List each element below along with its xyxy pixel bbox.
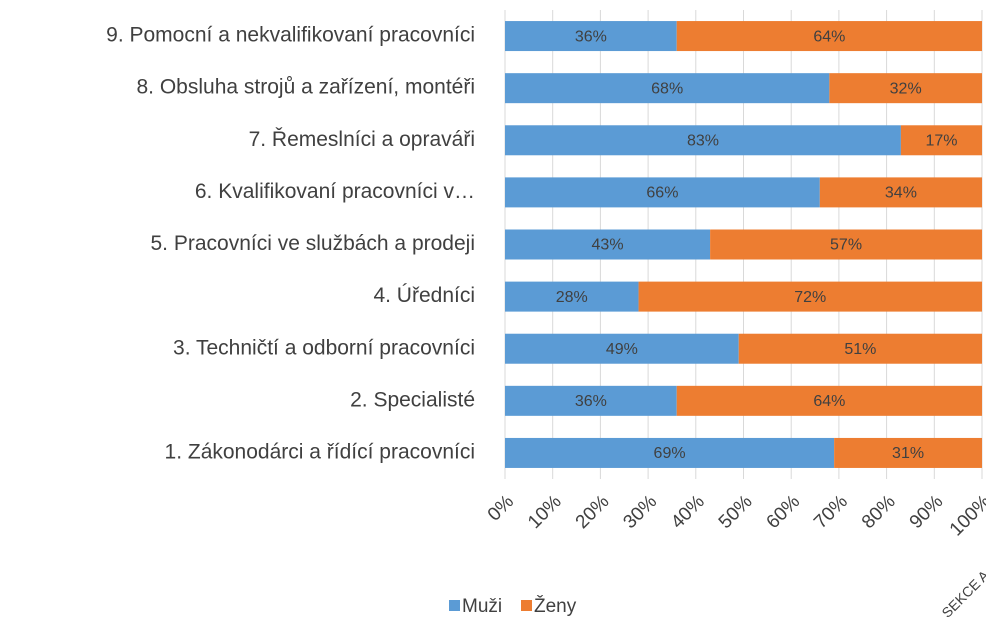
data-label: 72% xyxy=(794,289,826,306)
data-label: 28% xyxy=(556,289,588,306)
data-label: 31% xyxy=(892,445,924,462)
x-tick-label: 100% xyxy=(946,491,986,540)
y-tick-label: 9. Pomocní a nekvalifikovaní pracovníci xyxy=(106,24,475,47)
x-tick-label: 70% xyxy=(810,491,852,533)
data-label: 17% xyxy=(925,132,957,149)
bar-segment xyxy=(676,385,982,416)
y-tick-label: 3. Techničtí a odborní pracovníci xyxy=(173,336,475,359)
bar-segment xyxy=(829,73,982,104)
x-tick-label: 0% xyxy=(484,491,518,525)
x-tick-label: 40% xyxy=(667,491,709,533)
data-label: 51% xyxy=(844,341,876,358)
data-label: 69% xyxy=(654,445,686,462)
data-label: 34% xyxy=(885,185,917,202)
bar-segment xyxy=(505,177,820,208)
legend-swatch xyxy=(521,600,532,611)
x-tick-label: 90% xyxy=(906,491,948,533)
bar-segment xyxy=(505,21,677,52)
x-tick-label: 20% xyxy=(572,491,614,533)
data-label: 49% xyxy=(606,341,638,358)
data-label: 68% xyxy=(651,80,683,97)
bar-segment xyxy=(900,125,982,156)
legend-label: Muži xyxy=(462,596,502,617)
data-label: 32% xyxy=(890,80,922,97)
data-label: 57% xyxy=(830,237,862,254)
data-label: 36% xyxy=(575,393,607,410)
data-label: 83% xyxy=(687,132,719,149)
bar-segment xyxy=(738,333,982,364)
x-tick-label: 30% xyxy=(619,491,661,533)
x-tick-label: 60% xyxy=(763,491,805,533)
bar-segment xyxy=(638,281,982,312)
bar-segment xyxy=(710,229,982,260)
data-label: 43% xyxy=(592,237,624,254)
data-label: 36% xyxy=(575,28,607,45)
x-axis-label: SEKCE A xyxy=(938,567,986,621)
bar-segment xyxy=(505,229,711,260)
x-tick-label: 80% xyxy=(858,491,900,533)
bar-segment xyxy=(505,385,677,416)
bar-segment xyxy=(505,73,830,104)
x-tick-label: 50% xyxy=(715,491,757,533)
y-tick-label: 1. Zákonodárci a řídící pracovníci xyxy=(165,440,475,463)
legend-label: Ženy xyxy=(534,595,577,617)
data-label: 64% xyxy=(813,393,845,410)
data-label: 64% xyxy=(813,28,845,45)
y-tick-label: 6. Kvalifikovaní pracovníci v… xyxy=(195,180,475,203)
y-tick-label: 8. Obsluha strojů a zařízení, montéři xyxy=(137,76,476,99)
bar-segment xyxy=(505,281,639,312)
bar-segment xyxy=(676,21,982,52)
bar-segment xyxy=(505,333,739,364)
bar-segment xyxy=(834,437,982,468)
bar-segment xyxy=(819,177,982,208)
y-tick-label: 2. Specialisté xyxy=(350,388,475,411)
bar-segment xyxy=(505,125,901,156)
legend-swatch xyxy=(449,600,460,611)
bar-segment xyxy=(505,437,835,468)
y-tick-label: 7. Řemeslníci a opraváři xyxy=(249,128,475,151)
data-label: 66% xyxy=(646,185,678,202)
y-tick-label: 5. Pracovníci ve službách a prodeji xyxy=(150,232,475,255)
x-tick-label: 10% xyxy=(524,491,566,533)
y-tick-label: 4. Úředníci xyxy=(373,284,475,307)
